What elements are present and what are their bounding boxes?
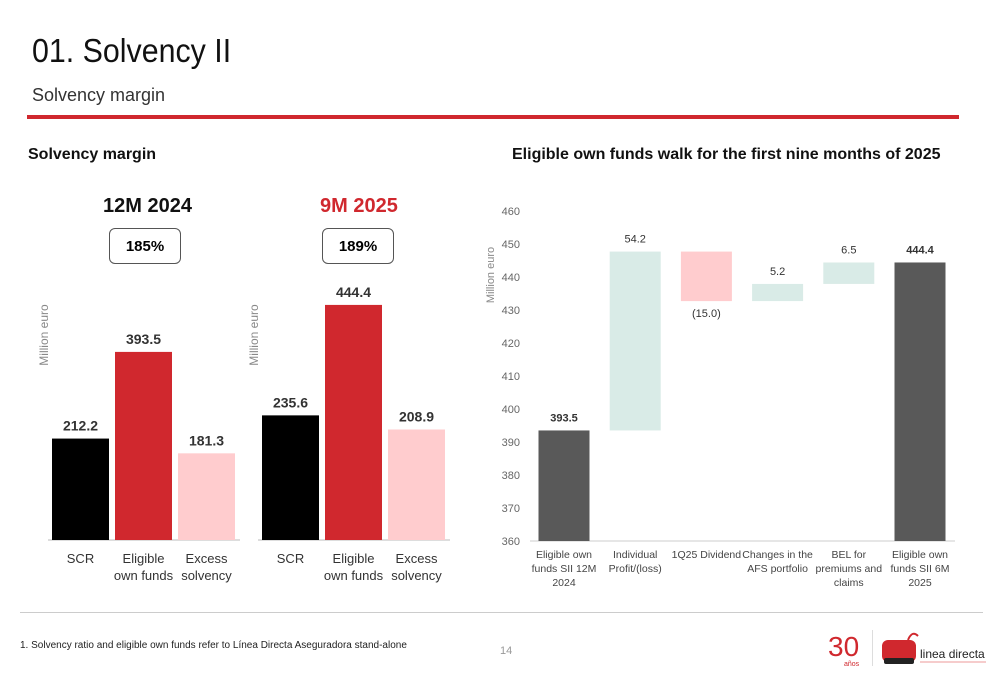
page-subtitle: Solvency margin (32, 85, 166, 105)
bar-2 (178, 453, 235, 540)
data-label: 393.5 (550, 412, 578, 424)
data-label: 5.2 (770, 266, 785, 278)
category-label: Excess (186, 551, 228, 566)
period-title-12m-2024: 12M 2024 (103, 195, 192, 217)
section-title-right: Eligible own funds walk for the first ni… (512, 146, 941, 163)
footnote: 1. Solvency ratio and eligible own funds… (20, 640, 407, 651)
y-axis-label: Million euro (247, 304, 261, 366)
bar-1 (115, 351, 172, 540)
category-label: own funds (114, 568, 174, 583)
y-tick-label: 440 (502, 272, 520, 284)
category-label: SCR (277, 551, 304, 566)
data-label: 212.2 (63, 418, 98, 434)
category-label: 2025 (908, 577, 932, 589)
svg-text:30: 30 (828, 631, 859, 662)
page-title: 01. Solvency II (32, 32, 232, 69)
category-label: funds SII 12M (532, 563, 597, 575)
category-label: BEL for (831, 549, 866, 561)
category-label: solvency (391, 568, 442, 583)
y-tick-label: 360 (502, 536, 520, 548)
data-label: 444.4 (906, 244, 934, 256)
category-label: Profit/(loss) (609, 563, 662, 575)
data-label: (15.0) (692, 308, 721, 320)
category-label: SCR (67, 551, 94, 566)
section-title-left: Solvency margin (28, 146, 157, 163)
y-tick-label: 390 (502, 437, 520, 449)
anniversary-logo: 30 años (826, 628, 866, 668)
solvency-ratio-badge: 185% (109, 228, 181, 264)
category-label: AFS portfolio (747, 563, 808, 575)
category-label: Eligible (333, 551, 375, 566)
brand-logo: linea directa (880, 630, 990, 666)
category-label: own funds (324, 568, 384, 583)
svg-text:años: años (844, 661, 860, 668)
waterfall-bar-4 (823, 262, 875, 284)
period-title-9m-2025: 9M 2025 (320, 195, 398, 217)
y-tick-label: 380 (502, 470, 520, 482)
bar-0 (52, 438, 109, 540)
category-label: Eligible own (536, 549, 592, 561)
data-label: 6.5 (841, 244, 856, 256)
category-label: Changes in the (742, 549, 813, 561)
waterfall-bar-2 (680, 251, 732, 302)
y-tick-label: 420 (502, 338, 520, 350)
divider (27, 115, 959, 119)
waterfall-bar-3 (752, 283, 804, 302)
footer-divider (20, 612, 983, 613)
waterfall-bar-0 (538, 430, 590, 541)
data-label: 393.5 (126, 331, 161, 347)
data-label: 235.6 (273, 394, 308, 410)
y-tick-label: 430 (502, 305, 520, 317)
waterfall-bar-5 (894, 262, 946, 541)
category-label: funds SII 6M (891, 563, 950, 575)
data-label: 208.9 (399, 408, 434, 424)
y-tick-label: 460 (502, 206, 520, 218)
page-number: 14 (500, 645, 513, 657)
category-label: Eligible own (892, 549, 948, 561)
y-tick-label: 450 (502, 239, 520, 251)
category-label: Individual (613, 549, 657, 561)
solvency-ratio-badge: 189% (322, 228, 394, 264)
bar-2 (388, 429, 445, 540)
data-label: 444.4 (336, 284, 371, 300)
y-axis-label: Million euro (485, 247, 497, 303)
category-label: Excess (396, 551, 438, 566)
bar-1 (325, 304, 382, 540)
category-label: premiums and (816, 563, 883, 575)
y-tick-label: 410 (502, 371, 520, 383)
y-axis-label: Million euro (37, 304, 51, 366)
y-tick-label: 400 (502, 404, 520, 416)
category-label: Eligible (123, 551, 165, 566)
waterfall-bar-1 (609, 251, 661, 431)
bar-0 (262, 415, 319, 540)
category-label: 1Q25 Dividend (672, 549, 742, 561)
y-tick-label: 370 (502, 503, 520, 515)
category-label: 2024 (552, 577, 576, 589)
category-label: claims (834, 577, 864, 589)
logo-separator (872, 630, 873, 666)
category-label: solvency (181, 568, 232, 583)
data-label: 54.2 (624, 234, 645, 246)
svg-text:linea directa: linea directa (920, 647, 985, 661)
data-label: 181.3 (189, 432, 224, 448)
